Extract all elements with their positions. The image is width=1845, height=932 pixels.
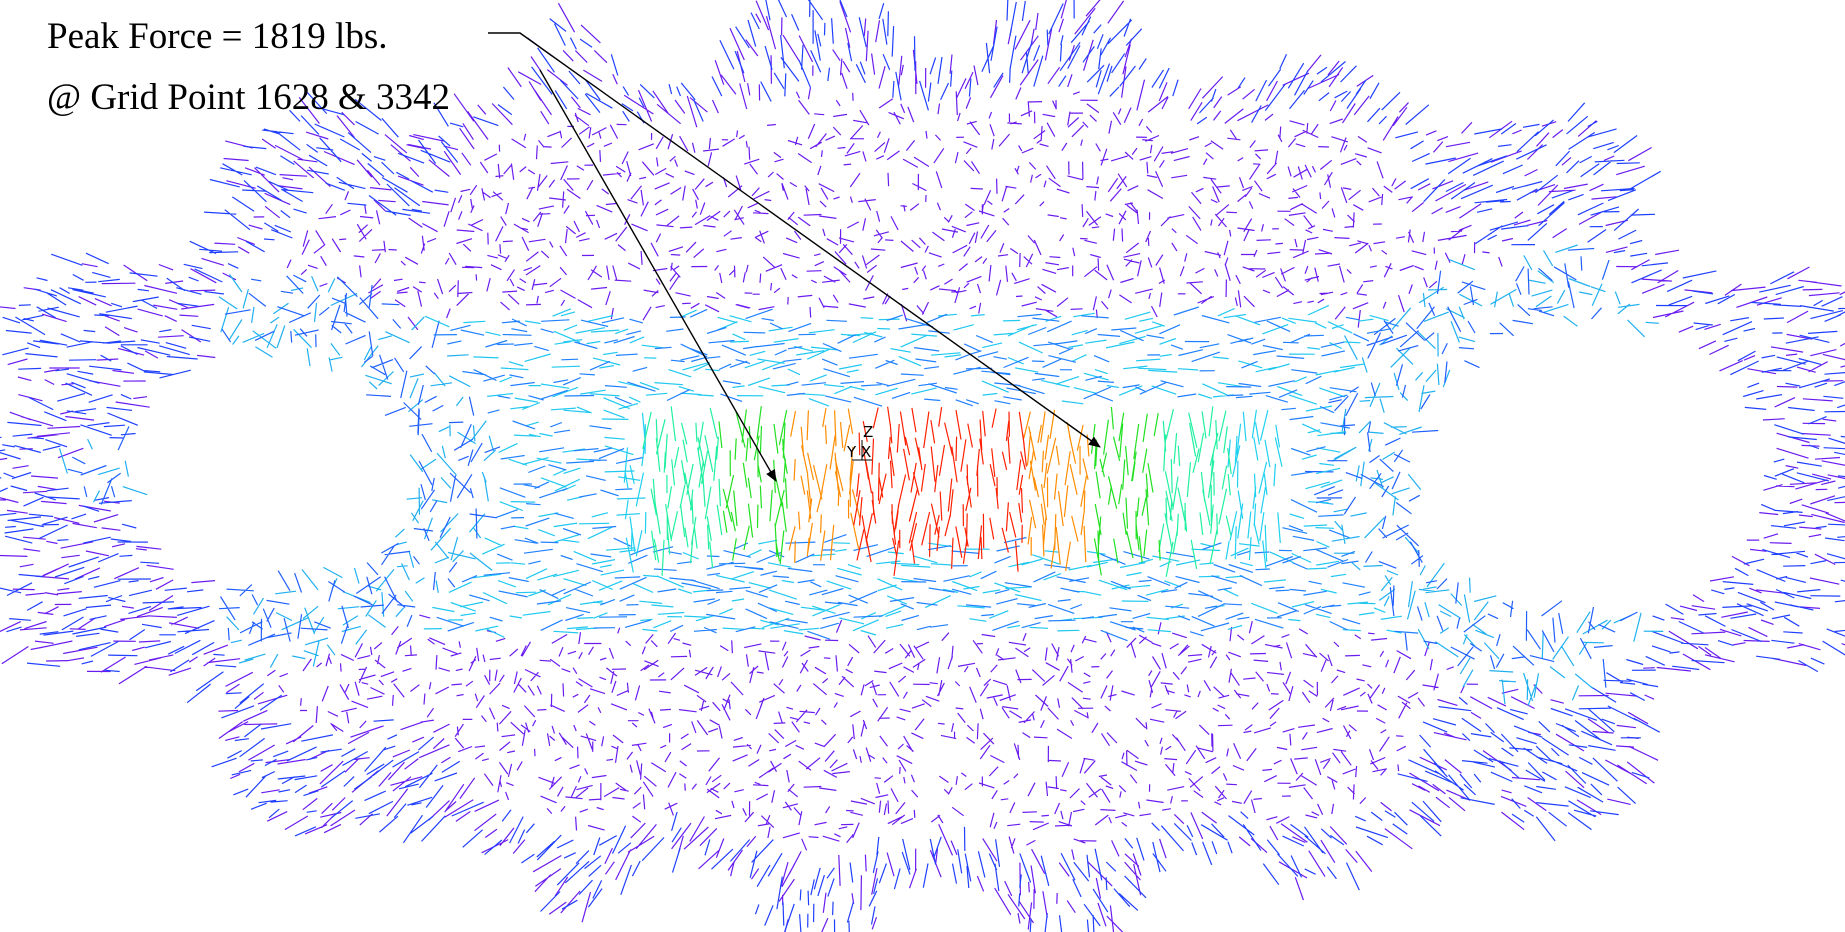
vector-group [623, 409, 1283, 573]
leader-line [488, 32, 1101, 448]
vector-group [718, 406, 1161, 576]
annotation-line: Peak Force = 1819 lbs. [47, 16, 387, 57]
vector-group [433, 306, 1419, 642]
triad-label: Z [863, 423, 873, 441]
vector-group [642, 406, 1232, 578]
leader-lines [488, 32, 1101, 482]
annotation-line: @ Grid Point 1628 & 3342 [47, 77, 450, 118]
triad-label: X [861, 443, 871, 461]
leader-line [539, 69, 777, 482]
axis-triad: Z Y X [846, 423, 873, 461]
vector-group [853, 406, 1027, 576]
vector-group [788, 407, 1090, 571]
vector-group [58, 244, 1664, 706]
vector-group [423, 304, 1402, 638]
triad-label: Y [846, 443, 857, 461]
vector-group [67, 247, 1638, 688]
